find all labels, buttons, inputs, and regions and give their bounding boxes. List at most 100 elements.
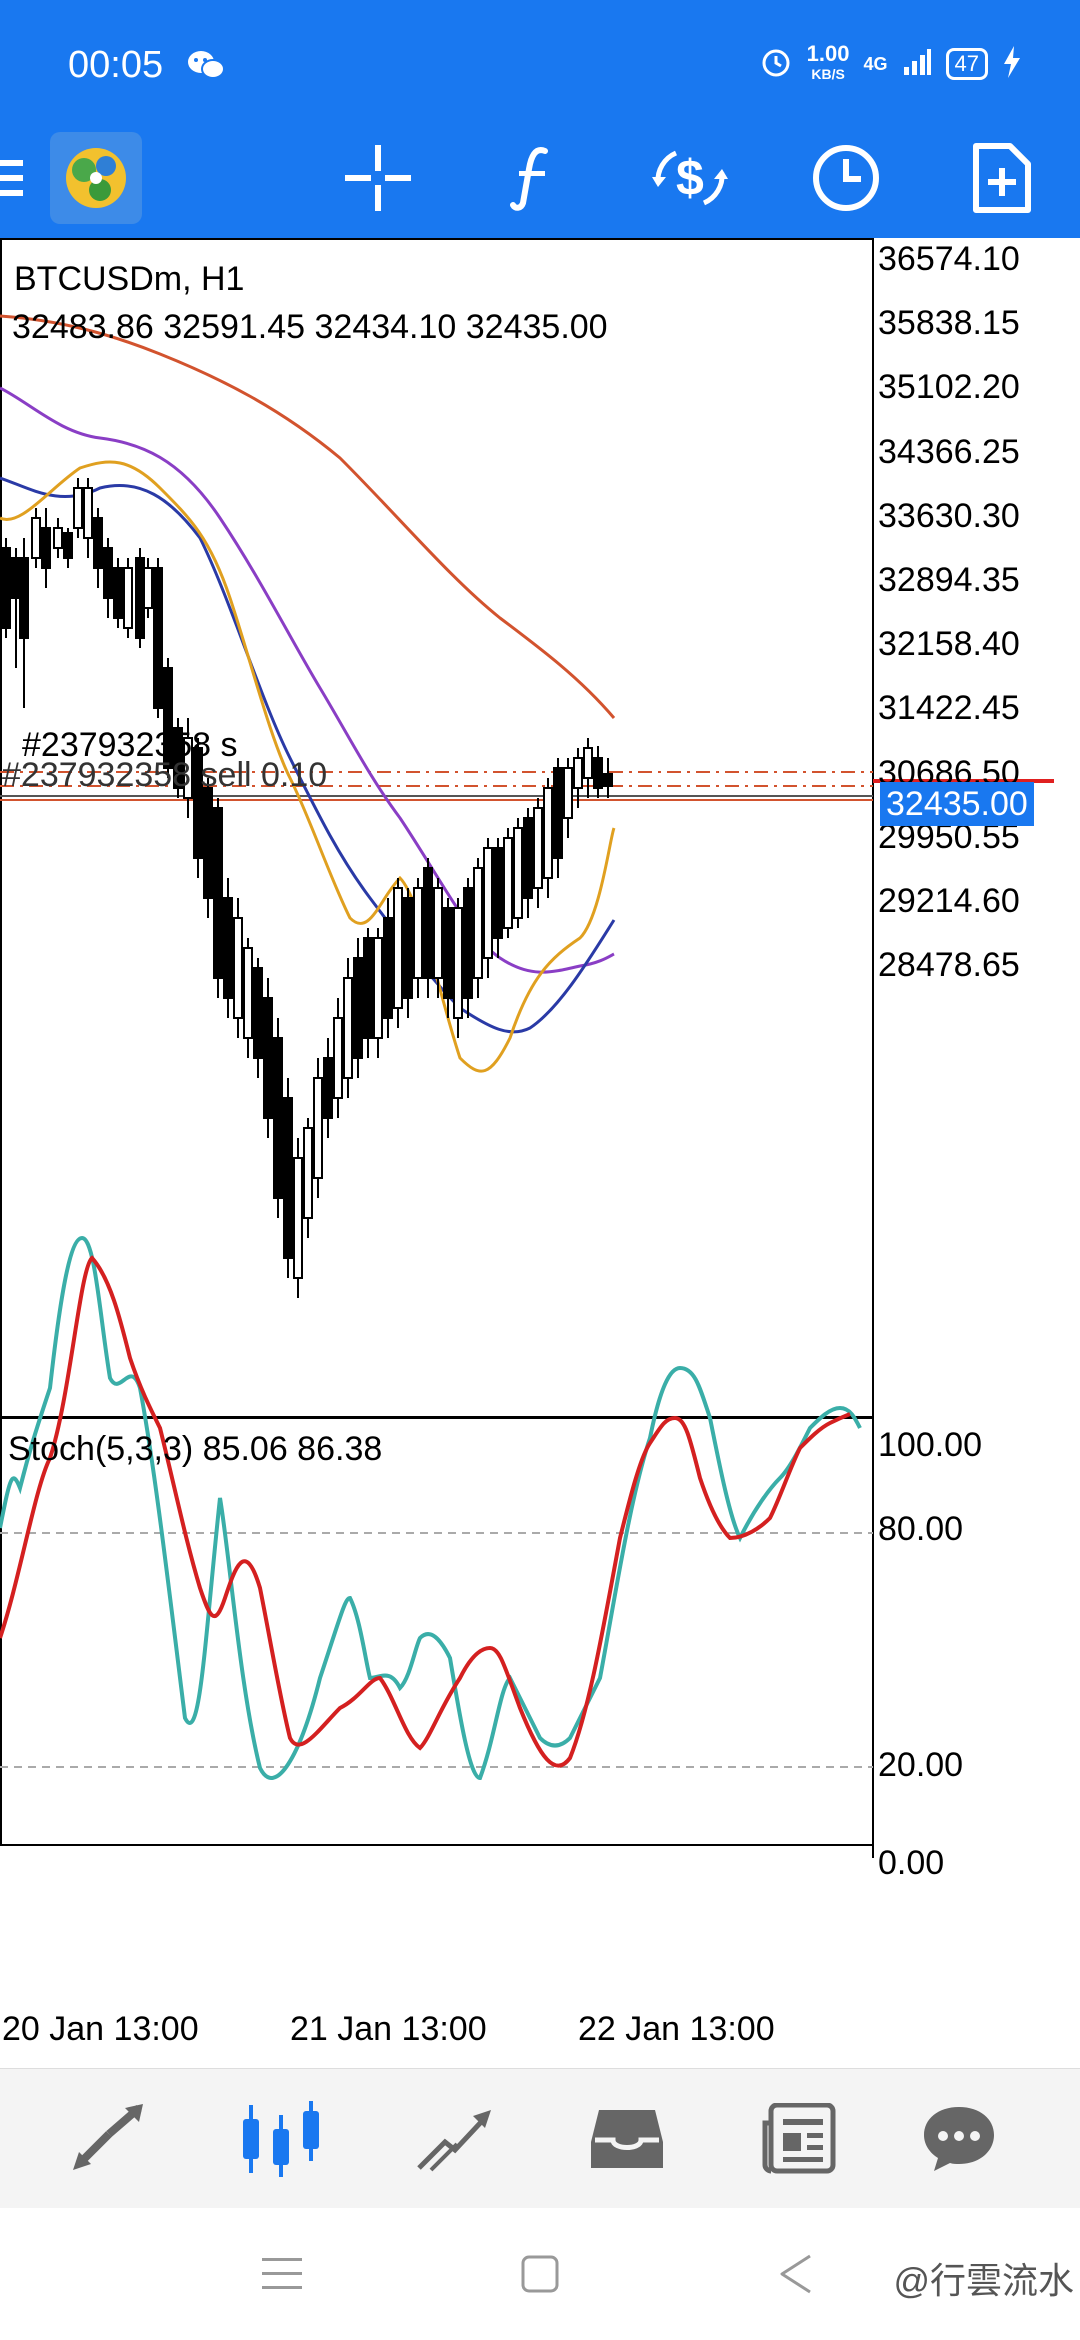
stoch-signal-line (0, 1255, 851, 1768)
crosshair-icon[interactable] (328, 128, 428, 228)
candle-body (543, 787, 553, 879)
news-icon[interactable] (744, 2089, 854, 2189)
trade-icon[interactable]: $ (640, 128, 740, 228)
candle-body (303, 1127, 313, 1219)
indicators-icon[interactable] (484, 128, 584, 228)
candle-body (493, 847, 503, 939)
candle-body (233, 917, 243, 1019)
metatrader-logo-icon[interactable] (46, 128, 146, 228)
time-axis-label: 22 Jan 13:00 (578, 2010, 775, 2048)
candle-body (53, 527, 63, 549)
home-icon[interactable] (510, 2244, 570, 2304)
candle-body (293, 1157, 303, 1279)
price-axis-label: 28478.65 (878, 946, 1020, 985)
recent-apps-icon[interactable] (252, 2244, 312, 2304)
symbol-title: BTCUSDm, H1 (14, 260, 245, 298)
candle-body (41, 527, 51, 569)
messages-icon[interactable] (904, 2089, 1014, 2189)
stoch-main-line (0, 1235, 862, 1781)
quotes-icon[interactable] (54, 2089, 164, 2189)
candle-body (213, 807, 223, 979)
chart-canvas[interactable] (0, 238, 1080, 2068)
stoch-axis-label: 0.00 (878, 1844, 945, 1882)
candle-body (383, 917, 393, 1019)
candle-body (553, 767, 563, 859)
candle-body (113, 567, 123, 619)
candle-body (93, 517, 103, 569)
candle-body (163, 667, 173, 769)
history-icon[interactable] (572, 2089, 682, 2189)
toolbar: $ (0, 120, 1080, 238)
candle-body (563, 767, 573, 819)
candle-body (253, 967, 263, 1059)
candle-body (31, 517, 41, 559)
stoch-axis-label: 100.00 (878, 1426, 982, 1464)
order-label-1: #237932358 s (22, 726, 238, 764)
candle-body (413, 887, 423, 979)
candle-body (173, 727, 183, 789)
candle-body (73, 487, 83, 529)
stoch-axis-label: 80.00 (878, 1510, 964, 1548)
candle-body (393, 887, 403, 1009)
candle-body (223, 897, 233, 999)
candle-body (263, 997, 273, 1119)
candle-body (1, 547, 11, 629)
candlestick-series (1, 478, 613, 1298)
system-nav: @行雲流水 (0, 2208, 1080, 2340)
candle-body (143, 567, 153, 609)
candle-body (363, 937, 373, 1039)
trade-nav-icon[interactable] (400, 2089, 510, 2189)
candle-body (513, 827, 523, 919)
new-order-icon[interactable] (952, 128, 1052, 228)
candle-body (83, 487, 93, 539)
candle-body (153, 567, 163, 709)
battery-level: 47 (945, 48, 988, 80)
candle-body (593, 757, 603, 789)
candle-body (463, 887, 473, 999)
time-axis-label: 20 Jan 13:00 (2, 2010, 199, 2048)
candle-body (11, 557, 21, 599)
candle-body (183, 737, 193, 799)
menu-icon[interactable] (0, 128, 40, 228)
net-speed: 1.00 KB/S (806, 41, 850, 83)
chart-area[interactable]: BTCUSDm, H1 32483.86 32591.45 32434.10 3… (0, 238, 1080, 2068)
candle-body (403, 897, 413, 999)
price-axis-label: 29214.60 (878, 882, 1020, 920)
network-type: 4G (863, 53, 888, 74)
candle-body (243, 947, 253, 1039)
ma-blue-line (0, 476, 616, 1034)
period-icon[interactable] (796, 128, 896, 228)
time-axis-label: 21 Jan 13:00 (290, 2010, 487, 2048)
price-axis-label: 36574.10 (878, 240, 1020, 278)
candle-body (423, 867, 433, 979)
status-time: 00:05 (68, 44, 164, 86)
candle-body (573, 757, 583, 789)
chart-icon[interactable] (226, 2089, 336, 2189)
candle-body (193, 747, 203, 859)
price-axis-label: 32894.35 (878, 561, 1020, 599)
candle-body (123, 567, 133, 629)
candle-body (453, 907, 463, 1019)
candle-body (63, 532, 73, 559)
candle-body (433, 887, 443, 979)
ma-mid-line (0, 386, 615, 974)
candle-body (283, 1097, 293, 1259)
candle-body (343, 977, 353, 1079)
alarm-icon (759, 45, 793, 84)
back-icon[interactable] (766, 2244, 826, 2304)
candle-body (273, 1037, 283, 1199)
candle-body (353, 957, 363, 1059)
svg-text:$: $ (676, 150, 704, 206)
wechat-icon (186, 48, 226, 87)
price-axis-label: 33630.30 (878, 496, 1020, 535)
watermark: @行雲流水 (893, 2260, 1074, 2301)
bottom-nav (0, 2068, 1080, 2209)
candle-body (135, 557, 145, 639)
candle-body (603, 773, 613, 787)
main-chart-frame (0, 238, 874, 1418)
price-axis-label: 34366.25 (878, 432, 1020, 471)
charging-icon (1002, 45, 1022, 83)
candle-body (503, 837, 513, 929)
candle-body (443, 907, 453, 999)
stoch-title: Stoch(5,3,3) 85.06 86.38 (8, 1430, 383, 1468)
